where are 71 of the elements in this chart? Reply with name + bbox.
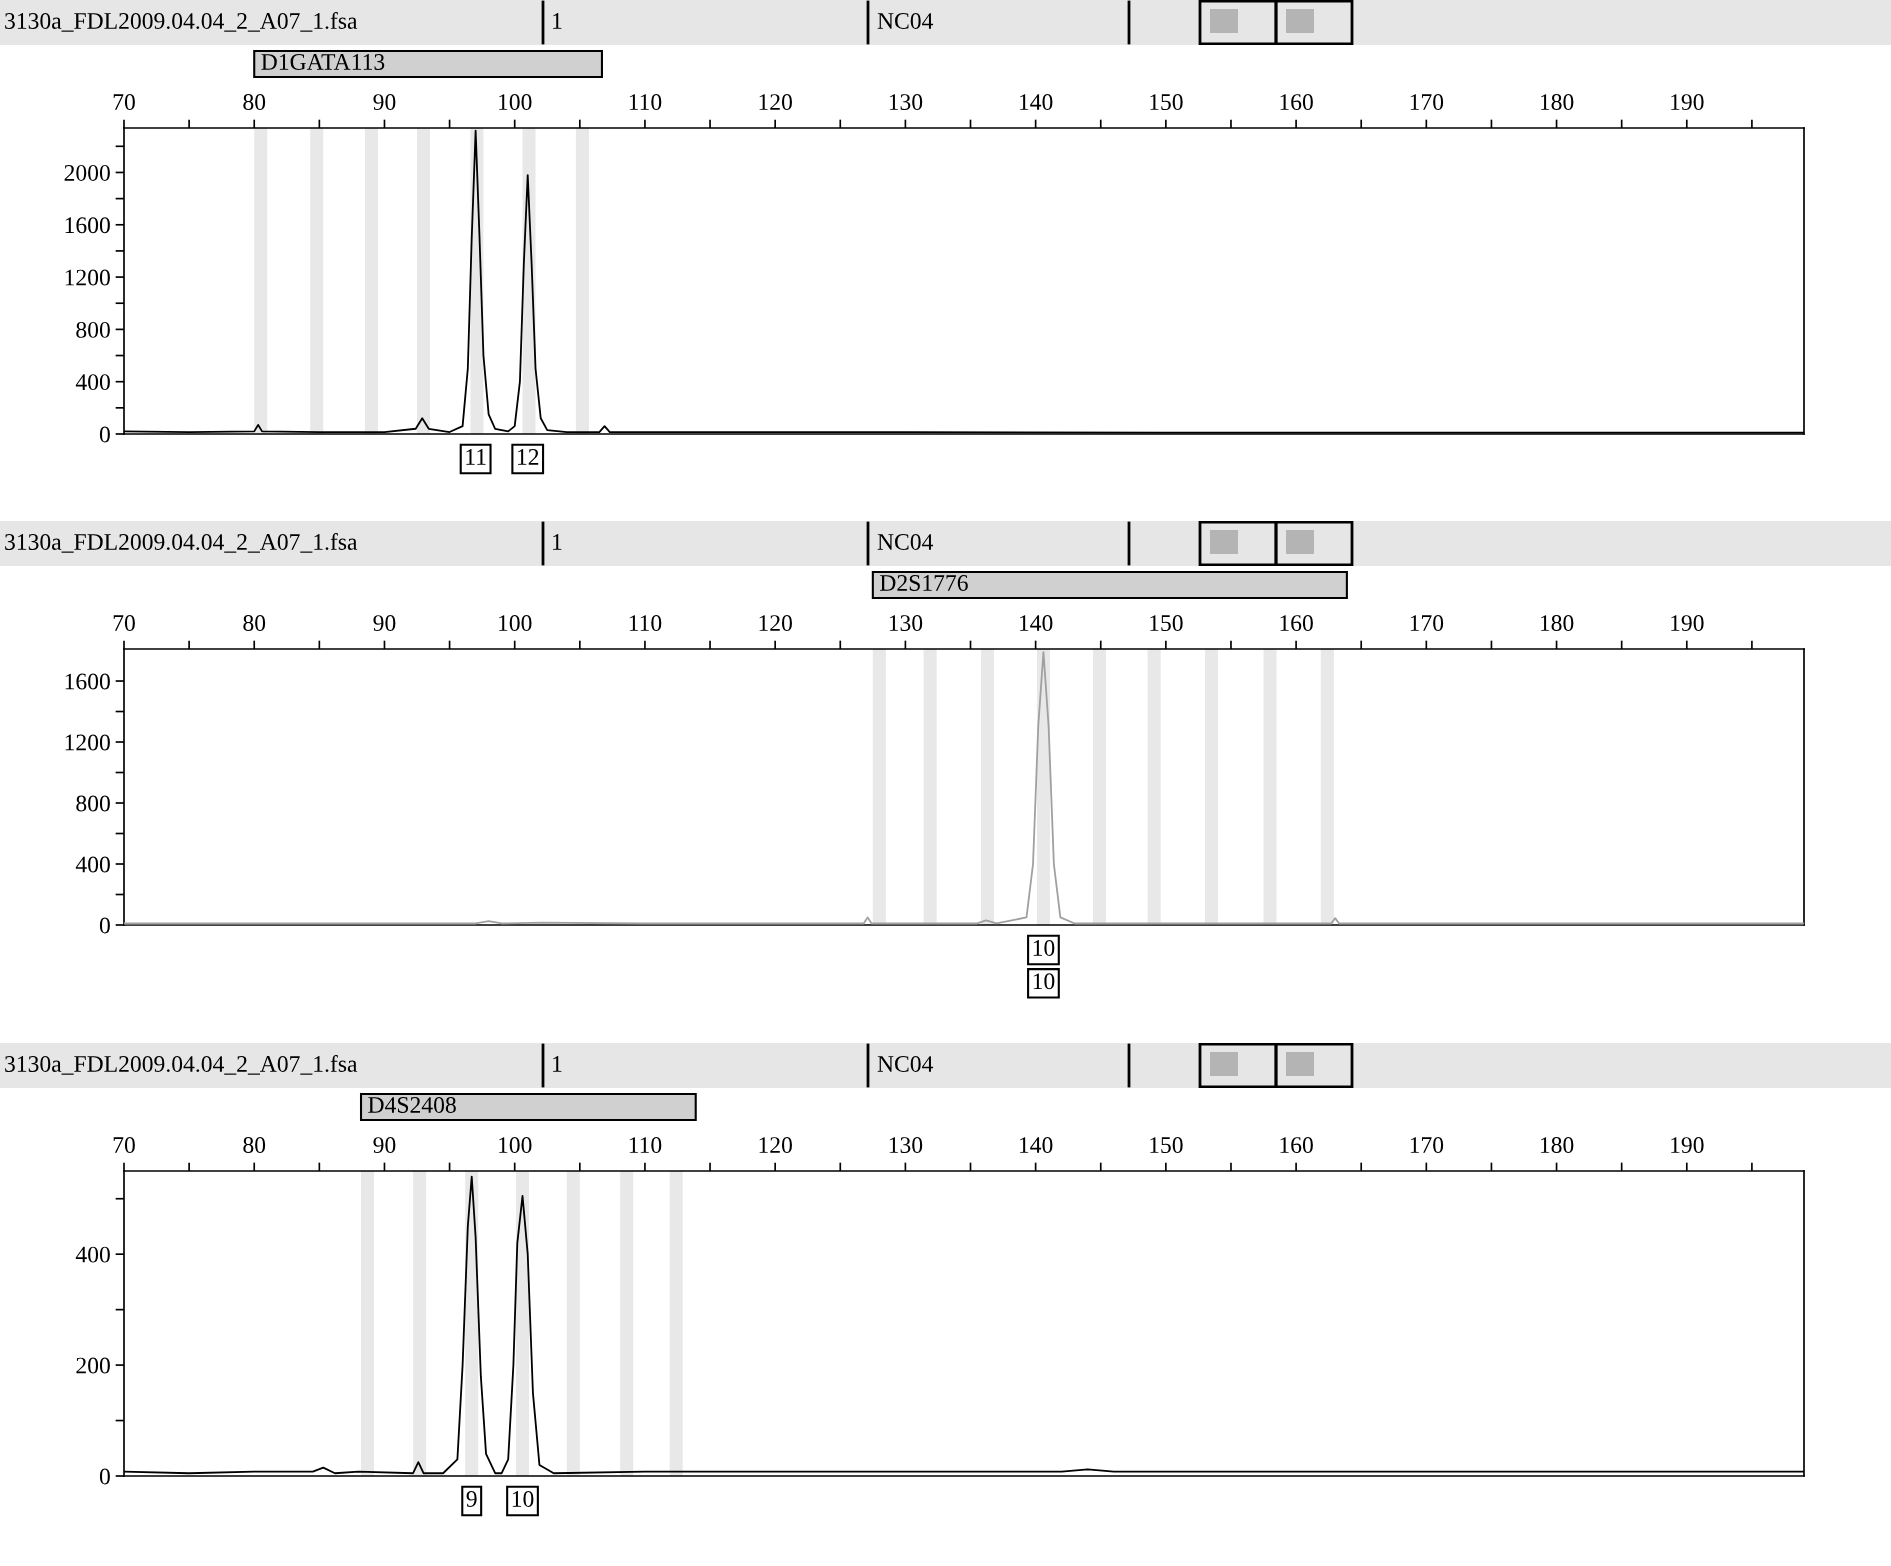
y-tick-label: 400 [75,856,110,873]
x-tick-label: 90 [373,615,396,632]
x-tick-label: 70 [113,615,135,632]
x-tick-label: 170 [1410,1137,1444,1154]
y-tick-label: 200 [76,1357,110,1374]
y-tick-label: 0 [99,426,110,443]
x-tick-label: 100 [499,1137,532,1154]
x-tick-label: 180 [1540,615,1574,632]
text: NC04 [877,1055,934,1072]
x-tick-label: 90 [373,94,396,111]
x-tick-label: 80 [243,615,266,632]
x-tick-label: 140 [1020,94,1053,111]
y-tick-label: 1200 [65,734,110,751]
y-tick-label: 1600 [65,217,110,234]
x-tick-label: 150 [1150,615,1183,632]
x-tick-label: 170 [1410,615,1444,632]
x-tick-label: 140 [1020,1137,1053,1154]
y-tick-label: 800 [76,795,110,812]
annotation: 10 [1033,939,1055,956]
x-tick-label: 90 [373,1137,396,1154]
x-tick-label: 70 [113,94,135,111]
text: 3130a_FDL2009.04.04_2_A07_1.fsa [5,12,358,32]
y-tick-label: 400 [75,374,110,391]
text: 1 [553,534,562,550]
x-tick-label: 110 [629,94,662,111]
text: 1 [553,13,562,29]
text: NC04 [877,533,934,550]
x-tick-label: 130 [889,1137,923,1154]
x-tick-label: 160 [1280,1137,1313,1154]
x-tick-label: 130 [889,94,923,111]
x-tick-label: 70 [113,1137,135,1154]
x-tick-label: 120 [759,1137,792,1154]
x-tick-label: 120 [759,94,792,111]
x-tick-label: 110 [629,1137,662,1154]
y-tick-label: 800 [76,321,110,338]
x-tick-label: 180 [1540,94,1574,111]
x-tick-label: 190 [1671,94,1704,111]
y-tick-label: 400 [75,1246,110,1263]
x-tick-label: 100 [499,615,532,632]
text: 1 [553,1056,562,1072]
x-tick-label: 120 [759,615,792,632]
y-tick-label: 0 [99,1468,110,1485]
text: D2S1776 [880,575,968,591]
annotation: 10 [1033,973,1055,990]
annotation: 9 [466,1491,477,1507]
text: D4S2408 [368,1096,456,1113]
x-tick-label: 180 [1540,1137,1574,1154]
x-tick-label: 190 [1671,1137,1704,1154]
x-tick-label: 160 [1280,615,1313,632]
x-tick-label: 170 [1410,94,1444,111]
x-tick-label: 190 [1671,615,1704,632]
x-tick-label: 160 [1280,94,1313,111]
x-tick-label: 130 [889,615,923,632]
x-tick-label: 80 [243,1137,266,1154]
annotation: 12 [517,449,539,465]
y-tick-label: 1200 [65,269,110,286]
text: 3130a_FDL2009.04.04_2_A07_1.fsa [5,1055,358,1075]
x-tick-label: 150 [1150,94,1183,111]
annotation: 11 [466,449,486,465]
y-tick-label: 1600 [65,673,110,690]
x-tick-label: 100 [499,94,532,111]
annotation: 10 [512,1490,534,1507]
y-tick-label: 0 [99,917,110,934]
x-tick-label: 140 [1020,615,1053,632]
x-tick-label: 110 [629,615,662,632]
text: D1GATA113 [261,54,385,70]
x-tick-label: 80 [243,94,266,111]
text: 3130a_FDL2009.04.04_2_A07_1.fsa [5,533,358,553]
y-tick-label: 2000 [64,164,110,181]
x-tick-label: 150 [1150,1137,1183,1154]
text: NC04 [877,12,934,29]
